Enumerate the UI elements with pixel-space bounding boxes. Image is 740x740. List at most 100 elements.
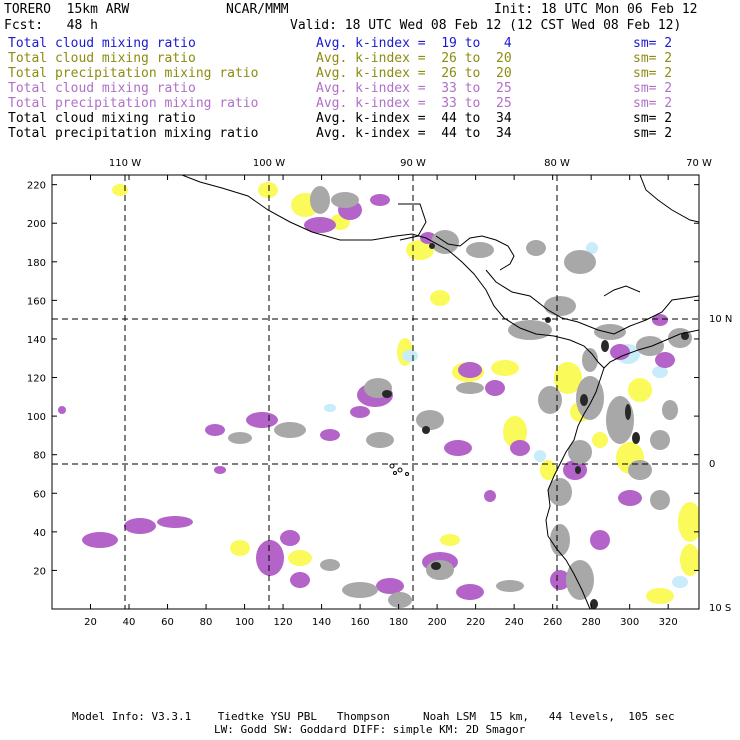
purple-patch (82, 532, 118, 548)
purple-patch (484, 490, 496, 502)
purple-patch (280, 530, 300, 546)
gray-patch (466, 242, 494, 258)
y-tick-label: 60 (33, 489, 46, 500)
x-tick-label: 40 (123, 617, 136, 628)
yellow-patch (503, 416, 527, 448)
longitude-label: 70 W (686, 158, 712, 169)
gray-patch (564, 250, 596, 274)
gray-patch (548, 478, 572, 506)
y-tick-label: 200 (27, 219, 46, 230)
gray-patch (550, 524, 570, 556)
yellow-patch (678, 502, 699, 542)
lightblue-patch (586, 242, 598, 254)
dark-core-patch (545, 317, 551, 323)
x-tick-label: 80 (200, 617, 213, 628)
gray-patch (526, 240, 546, 256)
x-tick-label: 160 (351, 617, 370, 628)
latitude-label: 0 (709, 459, 715, 470)
gray-patch (331, 192, 359, 208)
dark-core-patch (431, 562, 441, 570)
gray-patch (320, 559, 340, 571)
gray-patches (228, 186, 692, 608)
purple-patch (655, 352, 675, 368)
purple-patch (618, 490, 642, 506)
purple-patch (246, 412, 278, 428)
gray-patch (496, 580, 524, 592)
y-tick-label: 220 (27, 181, 46, 192)
yellow-patch (680, 544, 699, 576)
field-layer (52, 175, 699, 609)
legend-field-name: Total cloud mixing ratio (8, 111, 196, 126)
y-tick-label: 80 (33, 451, 46, 462)
gray-patch (456, 382, 484, 394)
x-tick-label: 120 (274, 617, 293, 628)
dark-core-patch (382, 390, 392, 398)
legend-smoothing: sm= 2 (633, 66, 673, 81)
x-tick-label: 180 (389, 617, 408, 628)
purple-patches (58, 194, 675, 600)
dark-core-patch (681, 332, 689, 340)
purple-patch (610, 344, 630, 360)
y-tick-label: 180 (27, 258, 46, 269)
x-tick-label: 140 (312, 617, 331, 628)
valid-time: Valid: 18 UTC Wed 08 Feb 12 (12 CST Wed … (290, 18, 682, 33)
legend-smoothing: sm= 2 (633, 96, 673, 111)
legend-field-name: Total cloud mixing ratio (8, 81, 196, 96)
legend-kindex: Avg. k-index = 26 to 20 (316, 66, 512, 81)
dark-core-patch (580, 394, 588, 406)
lightblue-patch (652, 366, 668, 378)
purple-patch (58, 406, 66, 414)
legend-field-name: Total precipitation mixing ratio (8, 96, 259, 111)
coastlines (181, 175, 699, 609)
legend-field-name: Total precipitation mixing ratio (8, 66, 259, 81)
gray-patch (426, 560, 454, 580)
purple-patch (376, 578, 404, 594)
dark-core-patch (590, 599, 598, 609)
purple-patch (304, 217, 336, 233)
yellow-patch (554, 362, 582, 394)
purple-patch (590, 530, 610, 550)
gray-patch (650, 490, 670, 510)
legend-row: Total cloud mixing ratio Avg. k-index = 3… (8, 81, 728, 96)
y-tick-label: 20 (33, 566, 46, 577)
legend-kindex: Avg. k-index = 33 to 25 (316, 96, 512, 111)
y-tick-label: 140 (27, 335, 46, 346)
x-tick-label: 220 (466, 617, 485, 628)
graticule (52, 175, 699, 609)
purple-patch (205, 424, 225, 436)
x-tick-label: 300 (620, 617, 639, 628)
yellow-patch (258, 182, 278, 198)
map-frame (51, 174, 700, 610)
x-tick-label: 100 (235, 617, 254, 628)
purple-patch (458, 362, 482, 378)
legend-kindex: Avg. k-index = 19 to 4 (316, 36, 512, 51)
legend-smoothing: sm= 2 (633, 126, 673, 141)
longitude-labels: 110 W 100 W 90 W 80 W 70 W (109, 158, 712, 169)
organization-label: NCAR/MMM (226, 2, 289, 17)
lightblue-patch (672, 576, 688, 588)
gray-patch (568, 440, 592, 464)
purple-patch (290, 572, 310, 588)
purple-patch (456, 584, 484, 600)
yellow-patch (540, 460, 556, 480)
gray-patch (310, 186, 330, 214)
model-title: TORERO 15km ARW (4, 2, 130, 17)
legend-field-name: Total cloud mixing ratio (8, 51, 196, 66)
yellow-patch (430, 290, 450, 306)
lightblue-patch (534, 450, 546, 462)
gray-patch (508, 320, 552, 340)
yellow-patches (112, 182, 699, 604)
dark-patches (382, 243, 689, 609)
y-tick-label: 100 (27, 412, 46, 423)
legend-field-name: Total cloud mixing ratio (8, 36, 196, 51)
yellow-patch (230, 540, 250, 556)
purple-patch (350, 406, 370, 418)
yellow-patch (288, 550, 312, 566)
yellow-patch (646, 588, 674, 604)
gray-patch (544, 296, 576, 316)
longitude-label: 80 W (544, 158, 570, 169)
latitude-label: 10 N (709, 314, 732, 325)
purple-patch (256, 540, 284, 576)
latitude-labels: 10 N 0 10 S (709, 314, 732, 614)
